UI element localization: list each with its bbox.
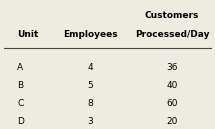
- Text: 60: 60: [166, 99, 178, 108]
- Text: 8: 8: [88, 99, 93, 108]
- Text: 3: 3: [88, 117, 93, 126]
- Text: 4: 4: [88, 63, 93, 72]
- Text: D: D: [17, 117, 24, 126]
- Text: 5: 5: [88, 81, 93, 90]
- Text: 20: 20: [166, 117, 178, 126]
- Text: C: C: [17, 99, 23, 108]
- Text: Employees: Employees: [63, 30, 118, 39]
- Text: 36: 36: [166, 63, 178, 72]
- Text: Processed/Day: Processed/Day: [135, 30, 209, 39]
- Text: Unit: Unit: [17, 30, 38, 39]
- Text: B: B: [17, 81, 23, 90]
- Text: A: A: [17, 63, 23, 72]
- Text: Customers: Customers: [145, 11, 199, 20]
- Text: 40: 40: [166, 81, 178, 90]
